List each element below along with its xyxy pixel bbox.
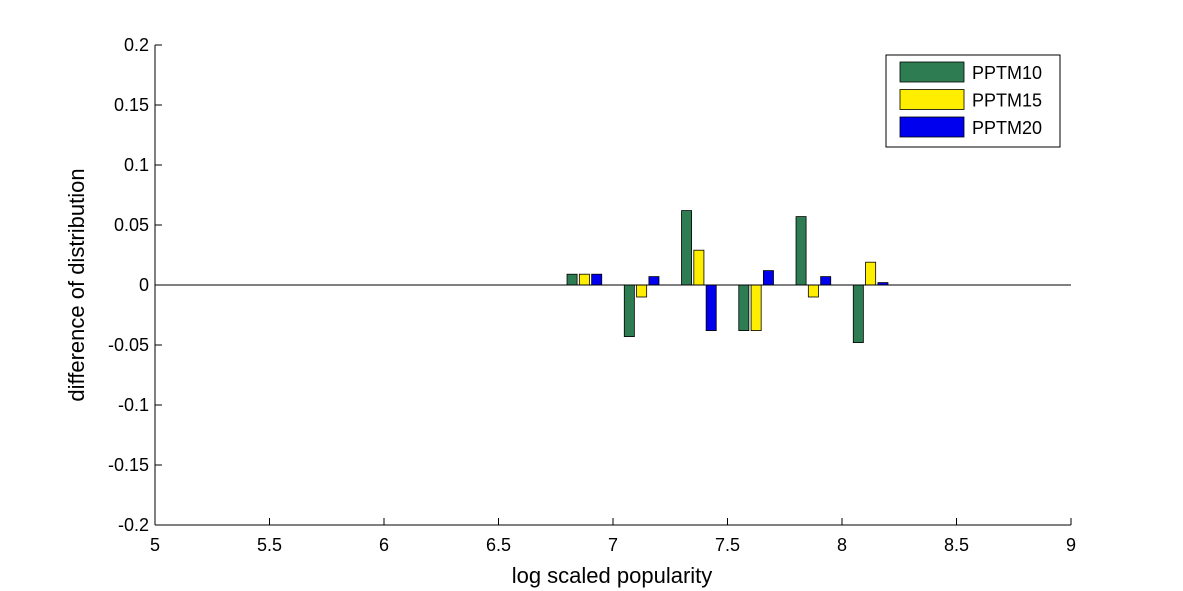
x-tick-label: 7: [608, 535, 618, 555]
y-tick-label: -0.2: [118, 515, 149, 535]
x-tick-label: 5: [150, 535, 160, 555]
x-tick-label: 6: [379, 535, 389, 555]
x-tick-label: 7.5: [715, 535, 740, 555]
bar-pptm10-2: [681, 210, 693, 286]
bar-pptm20-2: [705, 284, 717, 331]
y-tick-label: 0.15: [114, 95, 149, 115]
bar-pptm15-5: [865, 261, 877, 286]
legend-label-pptm10: PPTM10: [972, 63, 1042, 83]
bar-pptm20-1: [648, 276, 660, 286]
legend: PPTM10 PPTM15 PPTM20: [885, 54, 1061, 148]
bar-pptm10-5: [852, 284, 864, 343]
y-tick-label: 0: [139, 275, 149, 295]
bar-pptm10-3: [738, 284, 750, 331]
legend-swatch-pptm10: [899, 61, 965, 83]
y-tick-label: -0.15: [108, 455, 149, 475]
x-tick-label: 8: [837, 535, 847, 555]
bar-pptm10-1: [623, 284, 635, 337]
x-tick-label: 6.5: [486, 535, 511, 555]
bar-pptm15-1: [636, 284, 648, 298]
y-tick-label: -0.1: [118, 395, 149, 415]
bar-pptm15-2: [693, 249, 705, 286]
legend-swatch-pptm20: [899, 116, 965, 138]
bar-pptm20-4: [820, 276, 832, 286]
y-tick-label: 0.2: [124, 35, 149, 55]
bar-pptm20-0: [591, 273, 603, 286]
bar-pptm15-3: [750, 284, 762, 331]
bar-pptm20-3: [762, 270, 774, 286]
x-tick-label: 8.5: [944, 535, 969, 555]
bar-pptm15-0: [578, 273, 590, 286]
legend-label-pptm15: PPTM15: [972, 91, 1042, 111]
bar-pptm15-4: [807, 284, 819, 298]
x-axis-label: log scaled popularity: [512, 563, 713, 588]
bar-pptm10-4: [795, 216, 807, 286]
bars-layer: [566, 210, 889, 343]
y-tick-label: 0.05: [114, 215, 149, 235]
x-tick-label: 9: [1066, 535, 1076, 555]
legend-label-pptm20: PPTM20: [972, 118, 1042, 138]
axes-layer: 5 5.5 6 6.5 7 7.5 8 8.5 9 -0.2 -0.15 -0.1 -0.05 0 0.05…: [108, 35, 1076, 555]
y-axis-label: difference of distribution: [64, 168, 89, 401]
y-tick-label: 0.1: [124, 155, 149, 175]
bar-pptm10-0: [566, 273, 578, 286]
x-tick-label: 5.5: [257, 535, 282, 555]
y-tick-label: -0.05: [108, 335, 149, 355]
legend-swatch-pptm15: [899, 89, 965, 110]
